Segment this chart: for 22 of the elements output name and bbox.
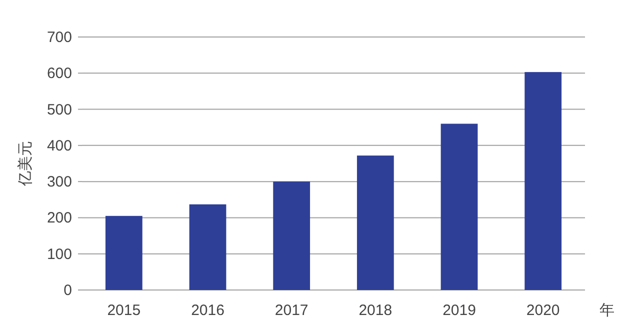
y-tick-label: 400	[46, 137, 72, 154]
x-tick-label: 2015	[107, 302, 141, 319]
x-tick-label: 2019	[442, 302, 476, 319]
bar	[273, 182, 310, 290]
y-axis-title: 亿美元	[17, 141, 34, 187]
bar	[440, 124, 478, 290]
x-tick-label: 2018	[358, 302, 392, 319]
x-tick-label: 2016	[191, 302, 224, 319]
y-tick-label: 700	[46, 29, 72, 46]
y-tick-label: 100	[46, 246, 72, 263]
bar	[105, 216, 142, 290]
bar	[189, 204, 226, 290]
y-tick-label: 300	[46, 174, 72, 191]
bar	[356, 156, 394, 290]
y-tick-label: 500	[46, 101, 72, 118]
y-tick-label: 0	[64, 282, 72, 299]
x-tick-label: 2017	[274, 302, 308, 319]
x-tick-label: 2020	[526, 302, 560, 319]
y-tick-label: 600	[46, 65, 72, 82]
x-axis-title: 年	[600, 302, 614, 319]
bar	[524, 72, 562, 290]
y-tick-label: 200	[46, 210, 72, 227]
